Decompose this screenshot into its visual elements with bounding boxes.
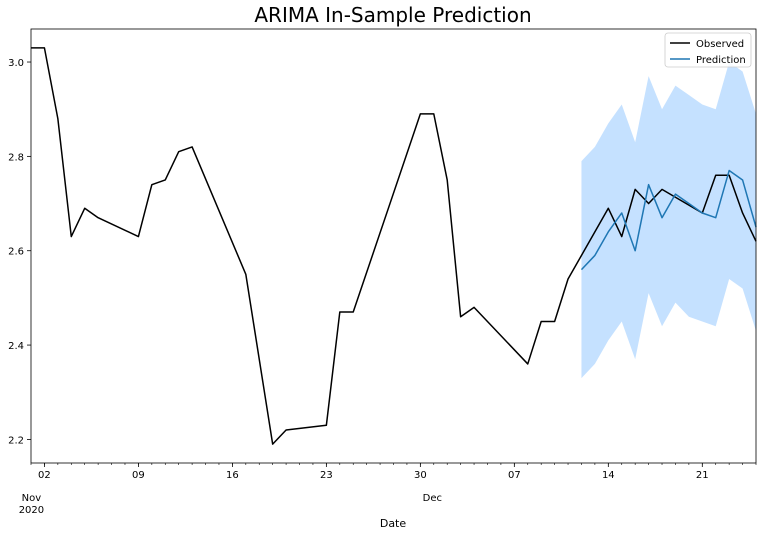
legend-label: Prediction [696,55,746,66]
series-line-observed [31,47,757,445]
x-tick-label: 14 [602,470,615,481]
x-tick-label: 30 [414,470,427,481]
y-tick-label: 2.4 [8,341,24,352]
x-tick-label: 21 [696,470,709,481]
x-tick-label: 23 [320,470,333,481]
plot-area [31,47,757,445]
x-tick-label: 16 [226,470,239,481]
legend: Observed Prediction [664,32,752,68]
x-tick-label: 02 [38,470,51,481]
x-tick-label: 07 [508,470,521,481]
x-month-label: Nov [22,493,42,504]
x-axis-label: Date [380,517,407,530]
chart-title: ARIMA In-Sample Prediction [254,3,531,27]
legend-label: Observed [696,39,744,50]
x-month-label: Dec [423,493,442,504]
series-line-prediction [580,169,757,271]
x-tick-label: 09 [132,470,145,481]
y-tick-label: 2.2 [8,435,24,446]
y-tick-label: 2.8 [8,152,24,163]
y-tick-label: 2.6 [8,247,24,258]
x-month-label: 2020 [19,505,44,516]
y-tick-label: 3.0 [8,58,24,69]
confidence-band [581,62,756,379]
